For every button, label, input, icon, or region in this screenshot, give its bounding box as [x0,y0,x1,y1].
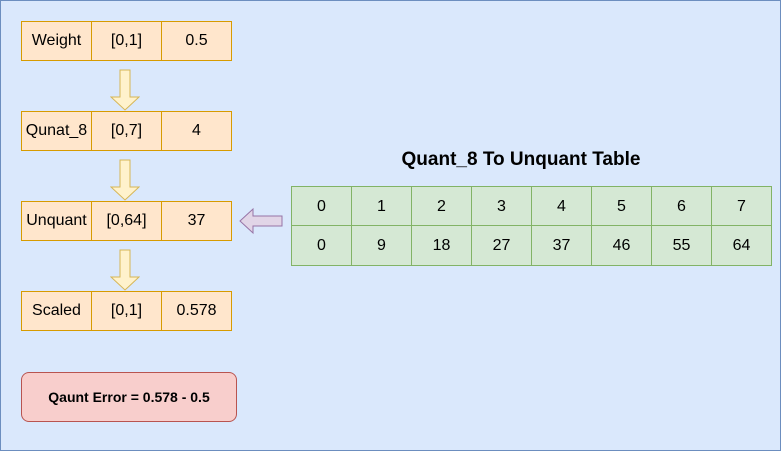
row-qunat8: Qunat_8 [0,7] 4 [21,111,232,151]
table-cell: 27 [471,225,532,266]
table-cell: 0 [291,225,352,266]
table-cell: 2 [411,186,472,227]
table-cell: 64 [711,225,772,266]
table-cell: 18 [411,225,472,266]
table-cell: 1 [351,186,412,227]
down-arrow-icon [110,249,140,291]
table-cell: 55 [651,225,712,266]
quant-error-box: Qaunt Error = 0.578 - 0.5 [21,372,237,422]
row-value: 0.5 [161,21,232,61]
table-title: Quant_8 To Unquant Table [401,149,641,170]
row-range: [0,64] [91,201,162,241]
row-value: 37 [161,201,232,241]
table-cell: 0 [291,186,352,227]
table-cell: 9 [351,225,412,266]
table-row-unquant: 0 9 18 27 37 46 55 64 [291,225,772,266]
table-cell: 5 [591,186,652,227]
row-range: [0,1] [91,291,162,331]
table-cell: 3 [471,186,532,227]
lookup-table: 0 1 2 3 4 5 6 7 0 9 18 27 37 46 55 64 [291,186,772,266]
row-unquant: Unquant [0,64] 37 [21,201,232,241]
table-cell: 37 [531,225,592,266]
row-range: [0,7] [91,111,162,151]
table-row-quant: 0 1 2 3 4 5 6 7 [291,186,772,227]
left-arrow-icon [239,207,283,235]
row-value: 0.578 [161,291,232,331]
table-cell: 6 [651,186,712,227]
row-value: 4 [161,111,232,151]
row-weight: Weight [0,1] 0.5 [21,21,232,61]
down-arrow-icon [110,159,140,201]
row-label: Unquant [21,201,92,241]
row-scaled: Scaled [0,1] 0.578 [21,291,232,331]
down-arrow-icon [110,69,140,111]
row-label: Scaled [21,291,92,331]
row-label: Qunat_8 [21,111,92,151]
table-cell: 46 [591,225,652,266]
table-cell: 4 [531,186,592,227]
row-range: [0,1] [91,21,162,61]
row-label: Weight [21,21,92,61]
table-cell: 7 [711,186,772,227]
